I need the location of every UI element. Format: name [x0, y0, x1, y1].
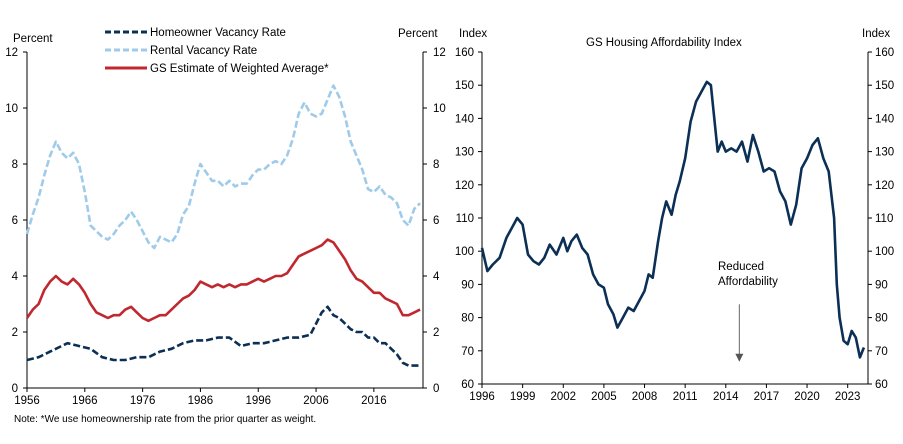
left-ytick-left-label: 12: [5, 47, 18, 59]
right-ytick-right-label: 60: [875, 379, 888, 391]
left-xtick-label: 1996: [245, 395, 271, 407]
right-ytick-right-label: 70: [875, 346, 888, 358]
right-ytick-right-label: 120: [875, 180, 894, 192]
footnote: Note: *We use homeownership rate from th…: [14, 414, 317, 425]
left-ylabel-right: Percent: [398, 28, 438, 40]
left-ytick-left-label: 4: [12, 271, 19, 283]
right-ytick-left-label: 100: [455, 246, 474, 258]
right-xtick-label: 2017: [754, 391, 780, 403]
right-ytick-left-label: 160: [455, 47, 474, 59]
right-ylabel-right: Index: [862, 28, 890, 40]
left-ytick-right-label: 10: [433, 103, 446, 115]
left-ytick-right-label: 0: [433, 383, 439, 395]
series-line-gs-housing-affordability-index: [480, 80, 866, 359]
left-ytick-left-label: 8: [12, 159, 18, 171]
right-xtick-label: 2002: [550, 391, 576, 403]
right-ytick-right-label: 100: [875, 246, 894, 258]
right-xtick-label: 2005: [591, 391, 617, 403]
right-ytick-right-label: 130: [875, 147, 894, 159]
left-series: [25, 84, 422, 367]
right-ytick-left-label: 140: [455, 113, 474, 125]
left-xtick-label: 1966: [72, 395, 98, 407]
legend-label-homeowner: Homeowner Vacancy Rate: [150, 27, 286, 39]
right-series: [480, 80, 866, 359]
right-ytick-right-label: 110: [875, 213, 893, 225]
right-ytick-left-label: 150: [455, 80, 474, 92]
left-ytick-left-label: 0: [12, 383, 18, 395]
annotation-text-line1: Reduced: [718, 261, 764, 273]
right-panel: Index Index GS Housing Affordability Ind…: [455, 28, 894, 403]
legend-label-weighted: GS Estimate of Weighted Average*: [150, 63, 329, 75]
left-ylabel-left: Percent: [13, 33, 53, 45]
right-ytick-left-label: 90: [461, 279, 474, 291]
right-ytick-right-label: 150: [875, 80, 894, 92]
annotation: Reduced Affordability: [718, 261, 778, 362]
legend-label-rental: Rental Vacancy Rate: [150, 45, 257, 57]
right-ytick-left-label: 70: [461, 346, 474, 358]
left-ytick-left-label: 2: [12, 327, 18, 339]
right-ytick-right-label: 140: [875, 113, 894, 125]
left-ytick-right-label: 2: [433, 327, 439, 339]
left-ytick-right-label: 6: [433, 215, 439, 227]
right-ytick-right-label: 160: [875, 47, 894, 59]
right-xtick-label: 2020: [794, 391, 820, 403]
right-ytick-left-label: 130: [455, 147, 474, 159]
left-xtick-label: 1956: [14, 395, 40, 407]
left-ticks: 0 0 2 2 4 4 6 6 8 8 10 10 12 12 1956 1966 1976 1986 1996 20…: [5, 47, 446, 407]
right-xtick-label: 2008: [632, 391, 658, 403]
left-xtick-label: 1986: [188, 395, 214, 407]
right-xtick-label: 1996: [469, 391, 495, 403]
right-ytick-left-label: 60: [461, 379, 474, 391]
right-ylabel-left: Index: [459, 28, 487, 40]
right-ytick-left-label: 80: [461, 313, 474, 325]
left-ytick-right-label: 12: [433, 47, 446, 59]
left-ytick-right-label: 8: [433, 159, 439, 171]
legend: Homeowner Vacancy Rate Rental Vacancy Ra…: [105, 27, 329, 75]
right-xtick-label: 2023: [835, 391, 861, 403]
right-ytick-left-label: 110: [456, 213, 474, 225]
left-xtick-label: 1976: [130, 395, 156, 407]
series-line-rental-vacancy-rate: [25, 84, 422, 250]
left-ytick-left-label: 10: [5, 103, 18, 115]
left-ytick-left-label: 6: [12, 215, 18, 227]
left-panel: Percent Percent 0 0 2 2 4 4 6 6 8 8 10 10 12 12 1956 19…: [5, 27, 446, 407]
right-xtick-label: 2011: [673, 391, 698, 403]
left-ytick-right-label: 4: [433, 271, 440, 283]
series-line-gs-estimate-of-weighted-average: [25, 238, 421, 323]
right-chart-title: GS Housing Affordability Index: [586, 37, 742, 49]
left-xtick-label: 2006: [303, 395, 329, 407]
left-xtick-label: 2016: [361, 395, 387, 407]
annotation-arrow-head: [735, 353, 744, 362]
right-ticks: 60 60 70 70 80 80 90 90 100 100 110 110 120 120 130 130…: [455, 47, 894, 403]
right-ytick-right-label: 80: [875, 313, 888, 325]
right-xtick-label: 1999: [510, 391, 536, 403]
series-line-homeowner-vacancy-rate: [26, 305, 421, 367]
right-ytick-right-label: 90: [875, 279, 888, 291]
right-xtick-label: 2014: [713, 391, 739, 403]
annotation-text-line2: Affordability: [718, 276, 778, 288]
right-ytick-left-label: 120: [455, 180, 474, 192]
